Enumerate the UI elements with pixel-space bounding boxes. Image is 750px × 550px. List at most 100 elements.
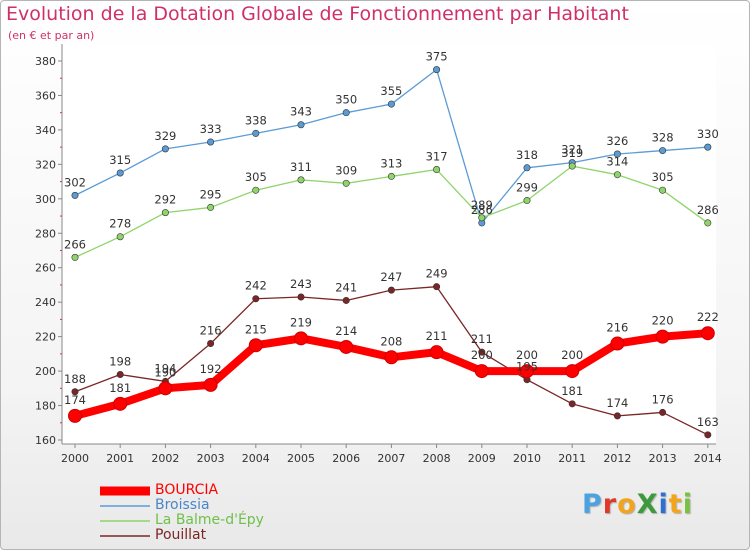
data-point	[342, 179, 350, 187]
data-label: 286	[471, 203, 493, 217]
y-tick-label: 300	[35, 193, 56, 206]
data-point	[613, 412, 621, 420]
y-tick-label: 220	[35, 331, 56, 344]
legend-label-pouillat: Pouillat	[155, 527, 207, 543]
data-label: 208	[380, 334, 402, 348]
data-label: 319	[561, 146, 583, 160]
data-point	[478, 348, 486, 356]
data-label: 216	[606, 321, 628, 335]
y-tick-label: 320	[35, 158, 56, 171]
data-point	[433, 66, 441, 74]
data-point	[523, 164, 531, 172]
data-point	[158, 381, 173, 396]
data-label: 222	[697, 310, 719, 324]
data-label: 338	[245, 113, 267, 127]
data-point	[113, 396, 128, 411]
y-tick-label: 260	[35, 262, 56, 275]
chart-legend: BOURCIA Broissia La Balme-d'Épy Pouillat	[100, 482, 320, 544]
brand-logo: ProXiti	[582, 489, 693, 520]
data-label: 318	[516, 148, 538, 162]
data-point	[613, 150, 621, 158]
data-label: 299	[516, 181, 538, 195]
data-label: 315	[109, 153, 131, 167]
data-point	[71, 191, 79, 199]
data-label: 350	[335, 93, 357, 107]
data-point	[68, 408, 82, 423]
data-point	[387, 100, 395, 108]
data-label: 176	[652, 392, 674, 406]
y-tick-label: 240	[35, 296, 56, 309]
legend-label-broissia: Broissia	[155, 497, 210, 513]
data-point	[252, 186, 260, 194]
data-label: 216	[200, 324, 222, 338]
data-point	[659, 186, 667, 194]
data-label: 309	[335, 163, 357, 177]
data-label: 215	[245, 322, 267, 336]
data-label: 194	[154, 361, 176, 375]
data-point	[342, 296, 350, 304]
data-point	[342, 109, 350, 117]
data-point	[116, 233, 124, 241]
data-label: 198	[109, 355, 131, 369]
brand-letter: X	[636, 489, 659, 520]
y-tick-label: 200	[35, 365, 56, 378]
legend-label-bourcia: BOURCIA	[155, 482, 219, 498]
data-label: 313	[380, 156, 402, 170]
data-label: 243	[290, 277, 312, 291]
data-label: 174	[64, 393, 86, 407]
data-point	[297, 176, 305, 184]
x-tick-label: 2014	[694, 452, 722, 465]
x-tick-label: 2005	[287, 452, 315, 465]
data-point	[71, 388, 79, 396]
data-label: 305	[652, 170, 674, 184]
data-label: 174	[606, 396, 628, 410]
data-point	[297, 121, 305, 129]
data-label: 321	[561, 143, 583, 157]
data-point	[704, 219, 712, 227]
x-tick-label: 2013	[649, 452, 677, 465]
x-tick-label: 2004	[242, 452, 270, 465]
data-label: 249	[426, 267, 448, 281]
chart-subtitle: (en € et par an)	[8, 29, 95, 42]
y-tick-label: 380	[35, 55, 56, 68]
data-point	[520, 364, 534, 379]
data-point	[252, 295, 260, 303]
data-label: 343	[290, 105, 312, 119]
brand-letter: o	[617, 489, 637, 520]
data-label: 163	[697, 415, 719, 429]
data-point	[207, 138, 215, 146]
data-label: 188	[64, 372, 86, 386]
legend-swatch-la-balme-d-epy	[100, 520, 150, 522]
x-tick-label: 2001	[106, 452, 134, 465]
y-tick-label: 340	[35, 124, 56, 137]
data-label: 241	[335, 280, 357, 294]
data-point	[207, 340, 215, 348]
data-point	[248, 338, 263, 353]
data-point	[387, 172, 395, 180]
data-point	[116, 169, 124, 177]
data-point	[387, 286, 395, 294]
data-label: 305	[245, 170, 267, 184]
legend-swatch-broissia	[100, 505, 150, 507]
data-label: 333	[200, 122, 222, 136]
data-point	[613, 171, 621, 179]
data-point	[568, 162, 576, 170]
legend-swatch-bourcia	[100, 486, 150, 496]
y-tick-label: 160	[35, 434, 56, 447]
data-point	[433, 166, 441, 174]
x-tick-label: 2002	[151, 452, 179, 465]
brand-letter: i	[682, 489, 693, 520]
data-point	[704, 431, 712, 439]
data-point	[71, 253, 79, 261]
legend-item-bourcia: BOURCIA	[100, 482, 320, 499]
line-chart: 160 180 200 220 240 260 280 300 320 340 360 380 2000…	[35, 44, 722, 465]
data-label: 181	[561, 384, 583, 398]
data-point	[203, 377, 218, 392]
data-label: 200	[516, 348, 538, 362]
data-label: 326	[606, 134, 628, 148]
x-tick-label: 2008	[423, 452, 451, 465]
brand-letter: t	[668, 489, 683, 520]
y-tick-label: 280	[35, 227, 56, 240]
data-label: 286	[697, 203, 719, 217]
data-point	[565, 364, 580, 379]
